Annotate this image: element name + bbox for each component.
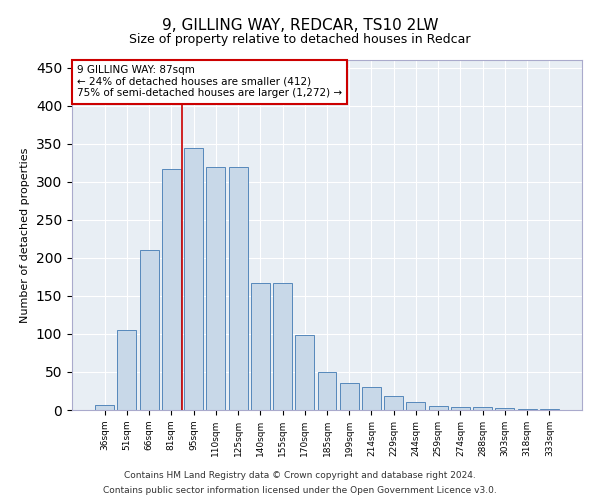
Bar [118, 330, 136, 410]
Bar [273, 283, 292, 410]
Bar [540, 409, 559, 410]
Bar [340, 384, 359, 410]
Y-axis label: Number of detached properties: Number of detached properties [20, 148, 31, 322]
Bar [184, 148, 203, 410]
Bar [362, 387, 381, 410]
Bar [251, 283, 270, 410]
Bar [451, 407, 470, 410]
Bar [95, 406, 114, 410]
Bar [384, 396, 403, 410]
Bar [473, 407, 492, 410]
Bar [295, 336, 314, 410]
Bar [406, 402, 425, 410]
Text: Size of property relative to detached houses in Redcar: Size of property relative to detached ho… [129, 32, 471, 46]
Bar [496, 408, 514, 410]
Bar [317, 372, 337, 410]
Text: Contains public sector information licensed under the Open Government Licence v3: Contains public sector information licen… [103, 486, 497, 495]
Bar [229, 168, 248, 410]
Bar [140, 250, 158, 410]
Text: 9, GILLING WAY, REDCAR, TS10 2LW: 9, GILLING WAY, REDCAR, TS10 2LW [162, 18, 438, 32]
Bar [206, 168, 225, 410]
Text: 9 GILLING WAY: 87sqm
← 24% of detached houses are smaller (412)
75% of semi-deta: 9 GILLING WAY: 87sqm ← 24% of detached h… [77, 66, 342, 98]
Bar [162, 169, 181, 410]
Bar [518, 409, 536, 410]
Text: Contains HM Land Registry data © Crown copyright and database right 2024.: Contains HM Land Registry data © Crown c… [124, 471, 476, 480]
Bar [429, 406, 448, 410]
